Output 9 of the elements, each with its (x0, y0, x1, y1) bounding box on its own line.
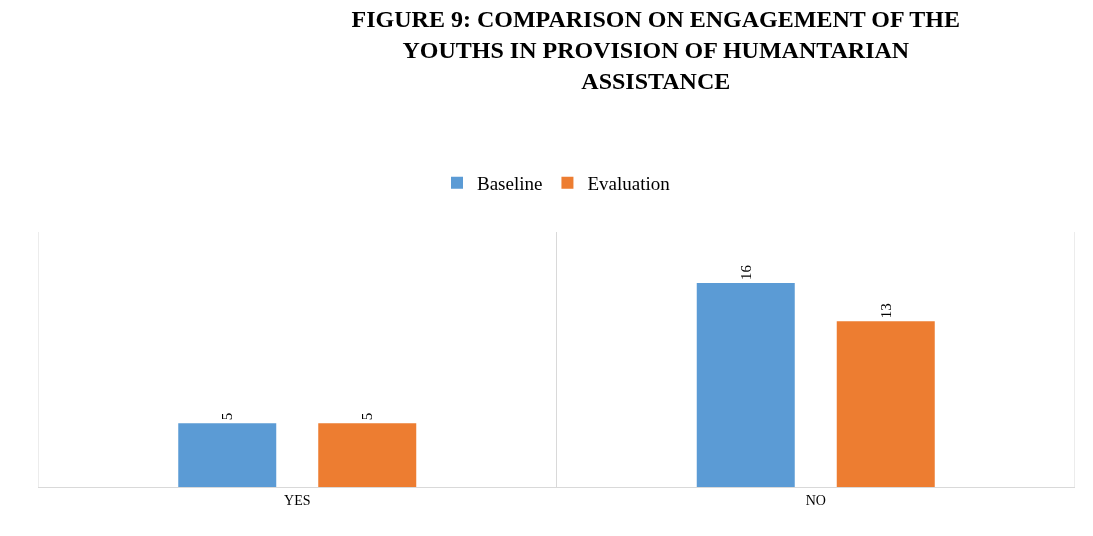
legend-label: Baseline (477, 173, 543, 195)
legend-label: Evaluation (587, 173, 671, 195)
data-label: 5 (219, 412, 236, 421)
data-label: 5 (359, 412, 376, 421)
data-label: 13 (877, 303, 894, 319)
x-tick-label: NO (805, 492, 826, 508)
x-tick-label: YES (284, 492, 311, 508)
data-label: 16 (737, 264, 754, 280)
chart-title: FIGURE 9: COMPARISON ON ENGAGEMENT OF THE YOUTHS IN PROVISION OF HUMANTARIAN ASSISTANCE (351, 5, 961, 95)
